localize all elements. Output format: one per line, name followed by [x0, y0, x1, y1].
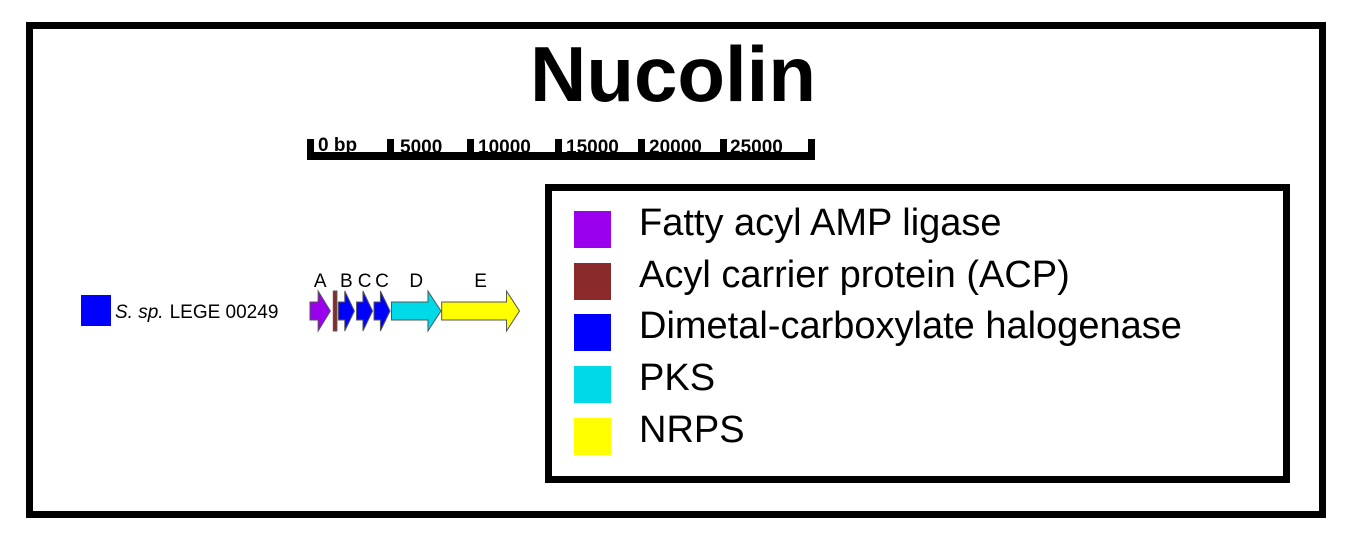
legend-swatch [574, 366, 611, 403]
gene-arrow [390, 289, 442, 333]
legend-label: NRPS [639, 409, 745, 451]
gene-arrow [373, 290, 391, 332]
legend-swatch [574, 418, 611, 455]
legend-swatch [574, 263, 611, 300]
gene-label: C [375, 271, 389, 292]
legend-swatch [574, 314, 611, 351]
gene-arrow [337, 290, 355, 332]
gene-label: E [474, 271, 487, 292]
organism-label: S. sp. LEGE 00249 [115, 302, 278, 323]
legend-label: Fatty acyl AMP ligase [639, 202, 1002, 244]
legend-label: PKS [639, 357, 716, 399]
scale-bar-tick-label: 5000 [400, 137, 442, 158]
legend: Fatty acyl AMP ligase Acyl carrier prote… [545, 184, 1290, 483]
gene-label: B [340, 271, 353, 292]
scale-bar-tick [808, 139, 815, 160]
organism-genus-species: S. sp. [115, 302, 164, 323]
organism-swatch [81, 295, 111, 326]
scale-bar-unit-label: 0 bp [318, 135, 357, 156]
scale-bar-tick [307, 139, 314, 160]
legend-label: Acyl carrier protein (ACP) [639, 254, 1070, 296]
gene-arrow [309, 289, 331, 333]
scale-bar-tick [638, 139, 645, 160]
scale-bar-tick [387, 139, 394, 160]
gene-label: D [409, 271, 423, 292]
scale-bar-tick-label: 25000 [730, 137, 783, 158]
scale-bar-tick [467, 139, 474, 160]
scale-bar-tick-label: 20000 [649, 137, 702, 158]
gene-arrow [356, 290, 374, 332]
scale-bar: 0 bp 5000 10000 15000 20000 25000 [307, 135, 815, 160]
gene-arrow [332, 290, 338, 332]
figure-title: Nucolin [530, 30, 816, 118]
scale-bar-tick-label: 10000 [478, 137, 531, 158]
gene-arrow [441, 289, 521, 333]
organism-row: S. sp. LEGE 00249 [81, 295, 278, 326]
scale-bar-tick [720, 139, 727, 160]
legend-swatch [574, 211, 611, 248]
organism-strain: LEGE 00249 [170, 302, 279, 323]
gene-label: C [358, 271, 372, 292]
legend-label: Dimetal-carboxylate halogenase [639, 305, 1182, 347]
gene-label: A [314, 271, 327, 292]
scale-bar-tick-label: 15000 [566, 137, 619, 158]
scale-bar-tick [555, 139, 562, 160]
